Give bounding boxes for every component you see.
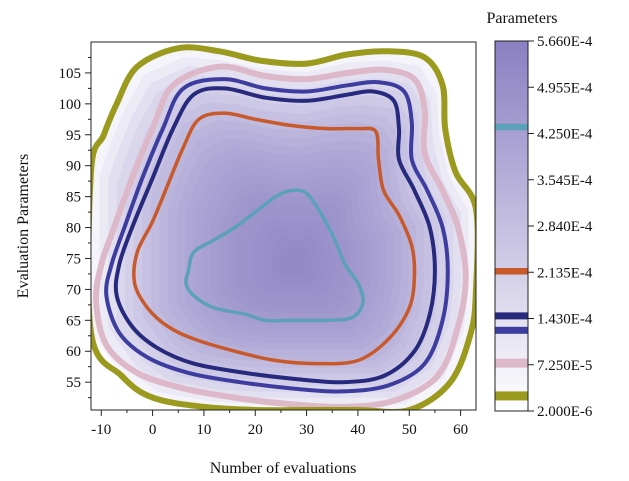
y-axis: 55 60 65 70 75 80 85 90 95 100 105 [59, 57, 92, 397]
density-ring [288, 256, 304, 271]
y-tick-label: 80 [66, 221, 81, 237]
y-tick-label: 55 [66, 375, 81, 391]
colorbar-tick-label: 5.660E-4 [537, 34, 593, 50]
y-tick-label: 75 [66, 251, 81, 267]
colorbar-band-1 [496, 124, 528, 131]
colorbar-gradient [495, 41, 528, 411]
y-axis-title: Evaluation Parameters [15, 154, 32, 298]
colorbar-tick-label: 4.955E-4 [537, 80, 593, 96]
x-tick-label: 10 [196, 422, 211, 438]
x-tick-label: 20 [248, 422, 263, 438]
x-tick-label: 30 [299, 422, 314, 438]
x-tick-label: 50 [402, 422, 417, 438]
y-tick-label: 85 [66, 190, 81, 206]
colorbar-tick-label: 4.250E-4 [537, 127, 593, 143]
plot-area [88, 42, 478, 412]
colorbar: Parameters 5.660E-4 4.955E-4 4.250E-4 3.545… [486, 10, 592, 420]
y-tick-label: 105 [59, 66, 82, 82]
y-tick-label: 100 [59, 97, 82, 113]
colorbar-title: Parameters [486, 10, 557, 27]
colorbar-tick-label: 2.000E-6 [537, 404, 593, 420]
colorbar-band-6 [496, 391, 528, 400]
colorbar-band-3 [496, 312, 528, 319]
y-tick-label: 90 [66, 159, 81, 175]
colorbar-tick-label: 2.840E-4 [537, 219, 593, 235]
colorbar-tick-label: 2.135E-4 [537, 265, 593, 281]
x-tick-label: 60 [453, 422, 468, 438]
y-tick-label: 70 [66, 282, 81, 298]
x-tick-label: 0 [149, 422, 157, 438]
colorbar-band-4 [496, 327, 528, 334]
x-axis: -10 0 10 20 30 40 50 60 [91, 410, 468, 438]
colorbar-tick-label: 3.545E-4 [537, 173, 593, 189]
y-tick-label: 65 [66, 313, 81, 329]
colorbar-tick-label: 7.250E-5 [537, 358, 592, 374]
x-tick-label: -10 [91, 422, 111, 438]
colorbar-band-2 [496, 268, 528, 275]
x-axis-title: Number of evaluations [210, 460, 357, 477]
colorbar-band-5 [496, 359, 528, 368]
colorbar-ticks: 5.660E-4 4.955E-4 4.250E-4 3.545E-4 2.840E-4… [528, 34, 593, 420]
y-tick-label: 60 [66, 344, 81, 360]
y-tick-label: 95 [66, 128, 81, 144]
colorbar-tick-label: 1.430E-4 [537, 312, 593, 328]
x-tick-label: 40 [350, 422, 365, 438]
